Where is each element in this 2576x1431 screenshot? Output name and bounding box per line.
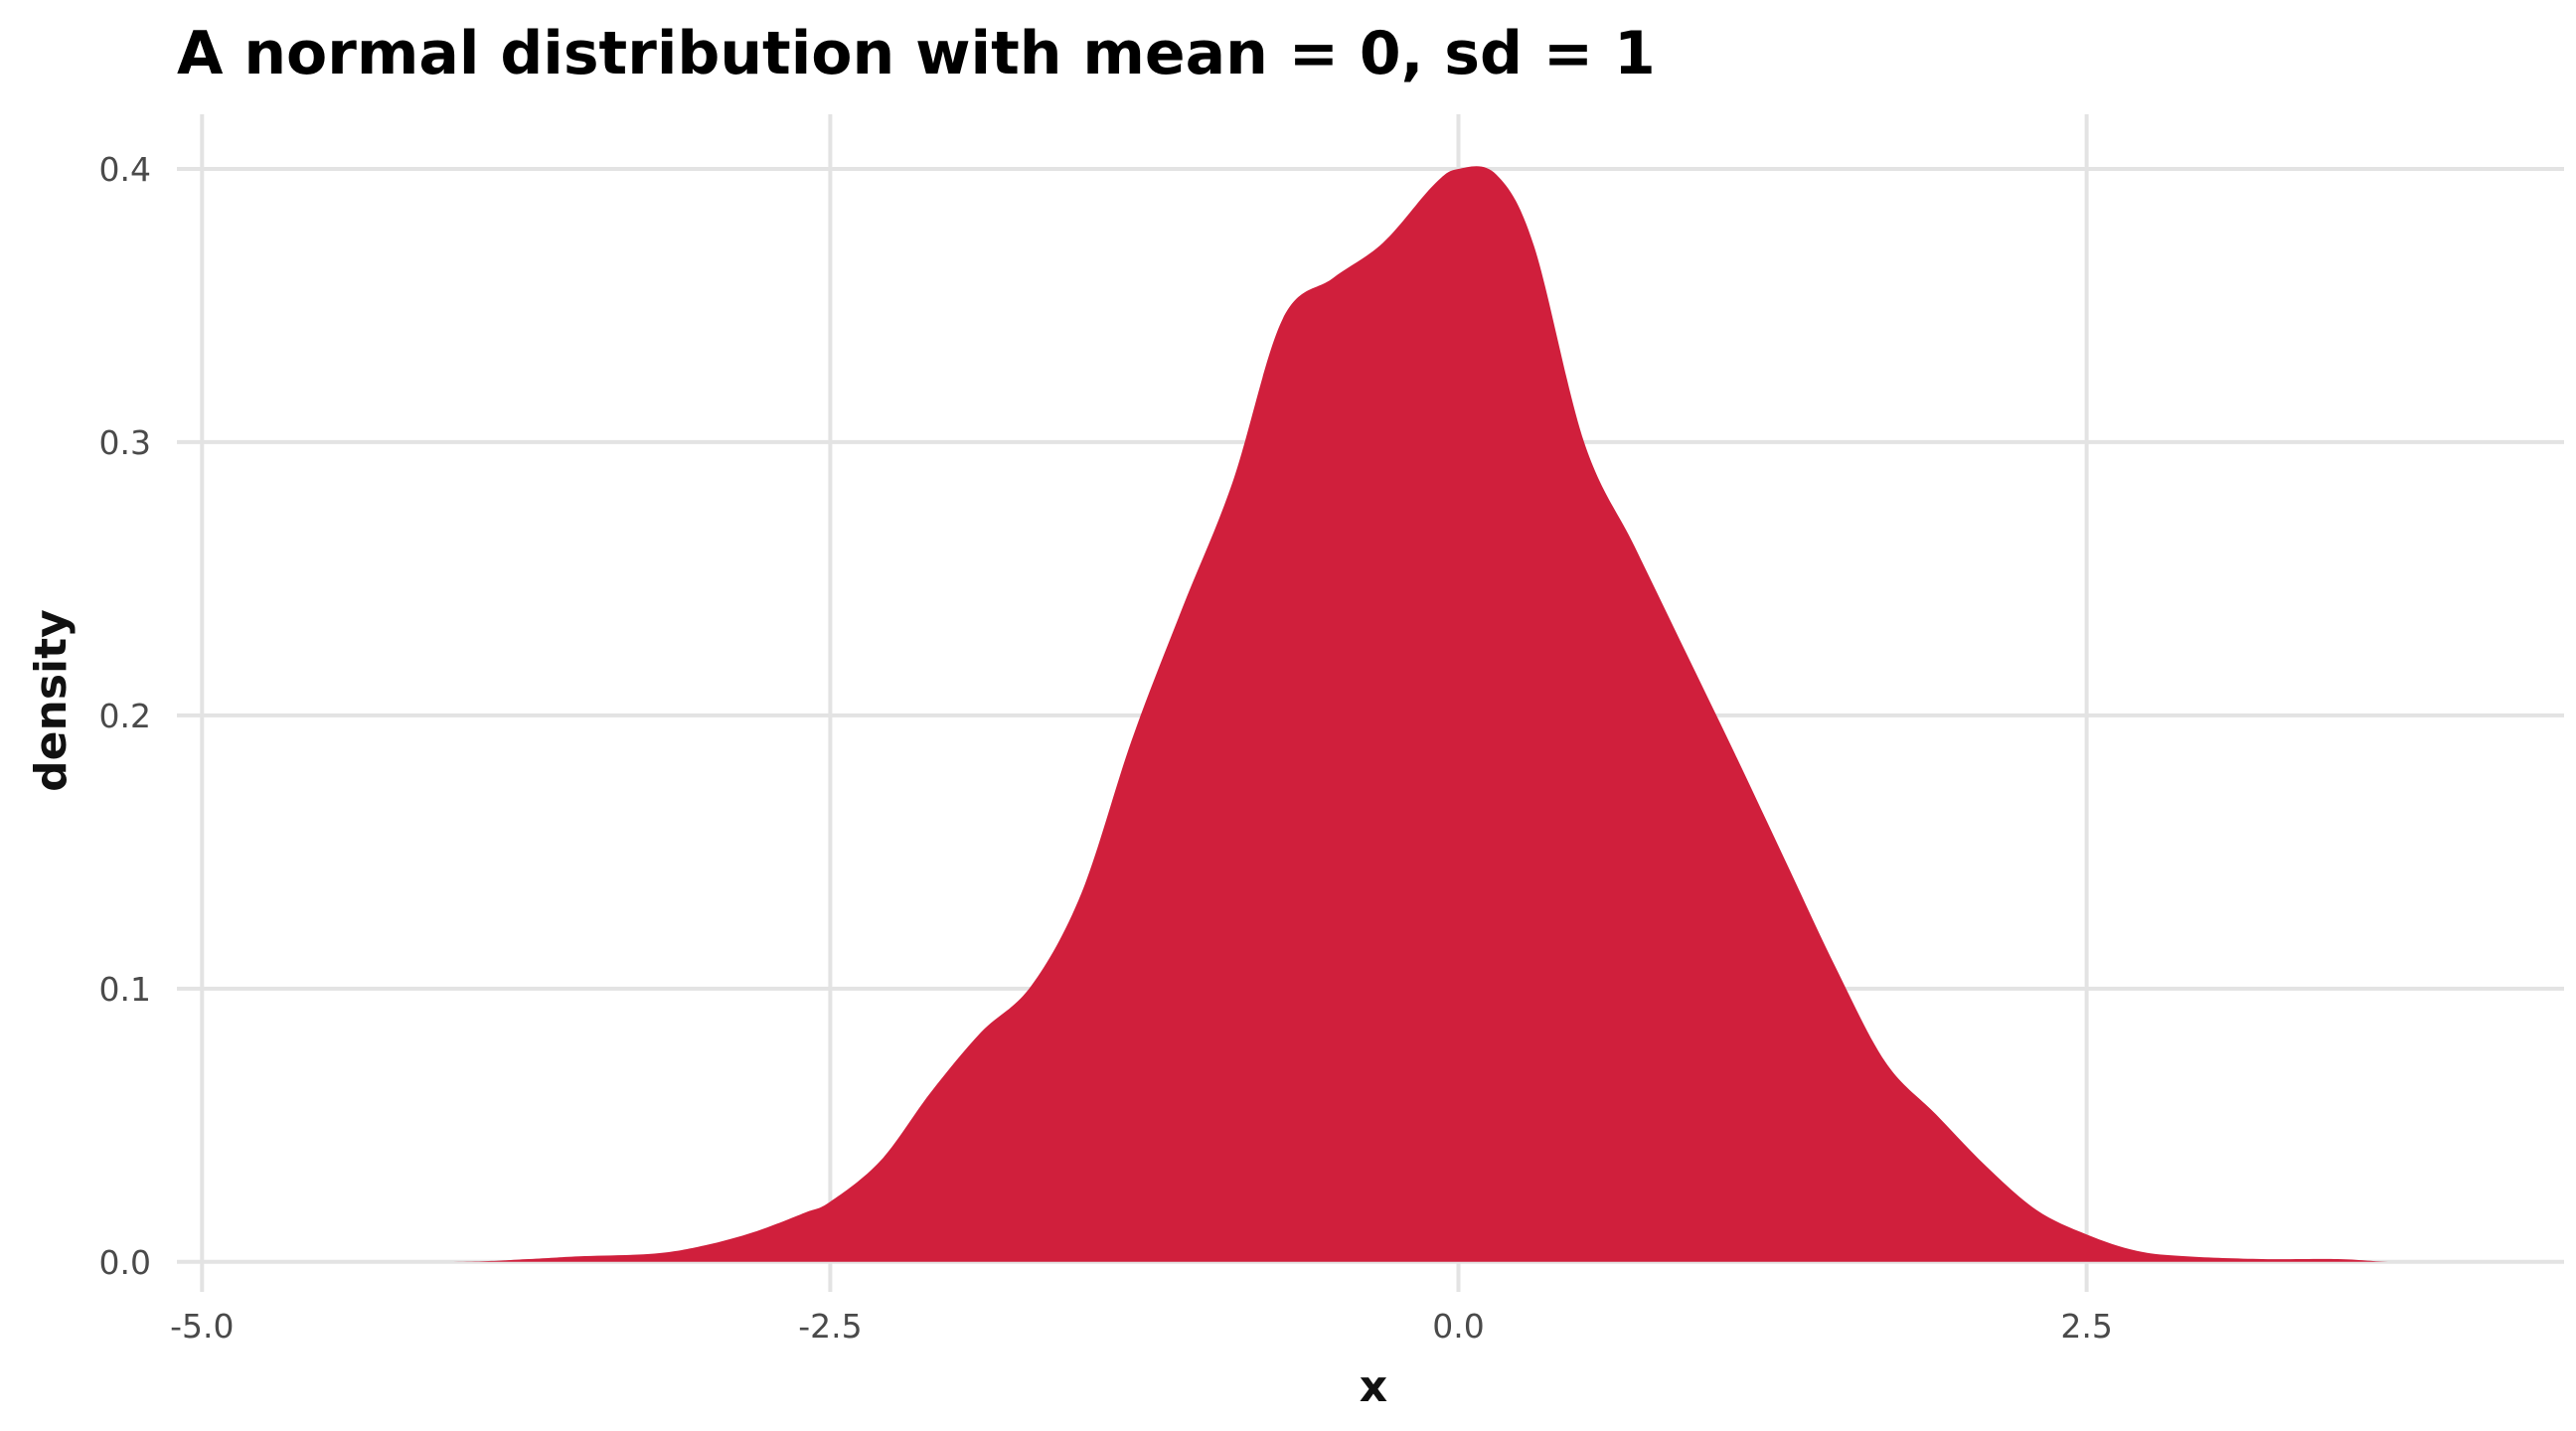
x-tick-label: 0.0 bbox=[1432, 1307, 1484, 1346]
data-layer bbox=[251, 166, 2439, 1262]
x-tick-label: -5.0 bbox=[170, 1307, 234, 1346]
y-tick-label: 0.2 bbox=[99, 697, 151, 735]
chart-title: A normal distribution with mean = 0, sd … bbox=[177, 19, 1656, 88]
y-tick-label: 0.1 bbox=[99, 970, 151, 1009]
x-axis-title: x bbox=[1360, 1361, 1387, 1412]
x-tick-label: -2.5 bbox=[798, 1307, 862, 1346]
y-tick-label: 0.3 bbox=[99, 423, 151, 462]
density-area bbox=[251, 166, 2439, 1262]
y-tick-label: 0.0 bbox=[99, 1243, 151, 1282]
x-tick-label: 2.5 bbox=[2060, 1307, 2112, 1346]
label-layer: 0.0 0.1 0.2 0.3 0.4 -5.0 -2.5 0.0 2.5 bbox=[99, 150, 2113, 1346]
y-axis-title: density bbox=[26, 609, 77, 792]
y-tick-label: 0.4 bbox=[99, 150, 151, 189]
